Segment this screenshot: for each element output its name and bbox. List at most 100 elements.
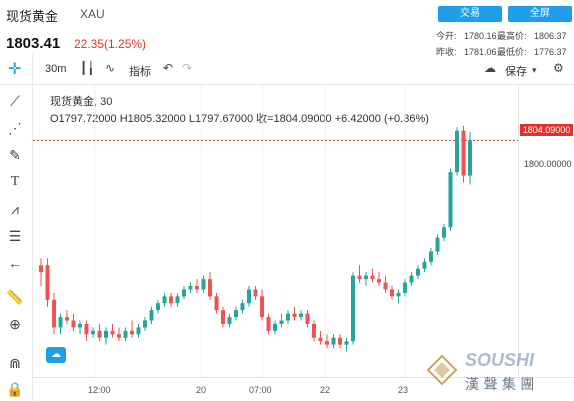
candle[interactable] [45,258,50,307]
back-arrow-icon[interactable]: ← [8,255,22,271]
gear-icon[interactable]: ⚙ [553,61,564,75]
magnet-icon[interactable]: ⋒ [9,355,21,371]
candle[interactable] [331,334,336,349]
candle[interactable] [351,272,355,345]
candle[interactable] [58,313,63,335]
candlestick-chart[interactable] [33,85,518,377]
time-axis-divider [33,377,574,378]
candle[interactable] [91,327,95,338]
undo-icon[interactable]: ↶ [163,61,174,75]
candle[interactable] [149,306,154,324]
candle[interactable] [396,289,401,304]
candle[interactable] [162,292,167,307]
cloud-icon[interactable]: ☁ [484,61,496,75]
candle[interactable] [169,292,173,307]
lock-icon[interactable]: 🔒 [6,381,24,397]
candle[interactable] [52,292,56,335]
candle[interactable] [357,265,362,283]
candle[interactable] [214,292,219,314]
candle[interactable] [455,127,459,176]
redo-icon[interactable]: ↷ [182,61,193,75]
indicators-button[interactable]: 指标 [129,66,151,78]
text-tool-icon[interactable]: T [10,174,20,189]
candle[interactable] [175,292,180,307]
candle-body [364,275,368,280]
candle[interactable] [305,310,310,328]
candle[interactable] [338,334,342,349]
candle[interactable] [97,323,102,342]
candle[interactable] [409,272,414,286]
candle[interactable] [390,285,394,300]
candle[interactable] [188,282,193,293]
candle[interactable] [117,327,121,342]
fork-lines-icon[interactable]: ⋰ [8,120,22,136]
indicator-icon[interactable]: ∿ [105,61,116,75]
candle[interactable] [416,265,420,280]
candle[interactable] [273,320,277,335]
candle[interactable] [292,306,297,321]
candle[interactable] [221,306,225,328]
candle[interactable] [39,258,43,286]
chevron-down-icon[interactable]: ▾ [532,65,537,75]
candle[interactable] [377,272,381,286]
candle[interactable] [448,168,453,231]
fullscreen-button[interactable]: 全屏 [508,6,572,22]
candle[interactable] [247,285,251,307]
candle-body [351,275,355,342]
candle[interactable] [442,223,446,242]
candle[interactable] [435,234,440,255]
cloud-sync-icon[interactable]: ☁ [46,347,66,363]
candle[interactable] [422,258,427,273]
candle[interactable] [104,327,108,345]
crosshair-icon[interactable]: ✛ [8,61,22,78]
save-button[interactable]: 保存 [505,66,527,78]
pattern-icon[interactable]: ⩘ [11,201,19,217]
interval-selector[interactable]: 30m [45,63,67,75]
candle[interactable] [71,313,76,331]
candle[interactable] [312,320,316,342]
candle[interactable] [208,272,212,300]
candle[interactable] [84,320,89,342]
candle[interactable] [364,272,368,286]
candle[interactable] [143,317,147,331]
candle-body [123,330,128,338]
candle[interactable] [123,327,128,342]
candle[interactable] [110,323,115,338]
candle[interactable] [383,275,388,293]
candle[interactable] [156,299,160,314]
candle[interactable] [234,306,238,321]
candle[interactable] [429,248,433,266]
candle[interactable] [65,310,69,324]
candle[interactable] [266,313,271,335]
candle[interactable] [201,275,206,293]
candle[interactable] [260,289,264,321]
candle[interactable] [130,320,134,338]
candle[interactable] [344,337,349,352]
trade-button[interactable]: 交易 [438,6,502,22]
candle[interactable] [286,310,290,324]
candle[interactable] [403,279,407,297]
candle-body [214,296,219,311]
candle[interactable] [195,279,199,293]
candle[interactable] [461,125,466,183]
measure-lines-icon[interactable]: ☰ [8,228,22,244]
zoom-in-icon[interactable]: ⊕ [9,316,21,332]
brush-icon[interactable]: ✎ [9,147,21,163]
ruler-icon[interactable]: 📏 [6,289,24,305]
candle[interactable] [253,285,258,300]
candle[interactable] [240,299,245,314]
candle[interactable] [318,330,323,345]
candle[interactable] [78,320,82,335]
candle-type-icon[interactable]: ┃╽ [80,61,95,75]
candle[interactable] [136,323,141,338]
candle[interactable] [325,334,329,349]
candle[interactable] [468,132,472,185]
candle-body [175,296,180,304]
trendline-icon[interactable]: ⟋ [10,93,20,109]
candle[interactable] [279,313,284,328]
candle[interactable] [299,310,303,321]
candle[interactable] [182,285,186,300]
candle[interactable] [227,313,232,328]
toolbar-divider [0,84,574,85]
candle[interactable] [370,268,375,283]
